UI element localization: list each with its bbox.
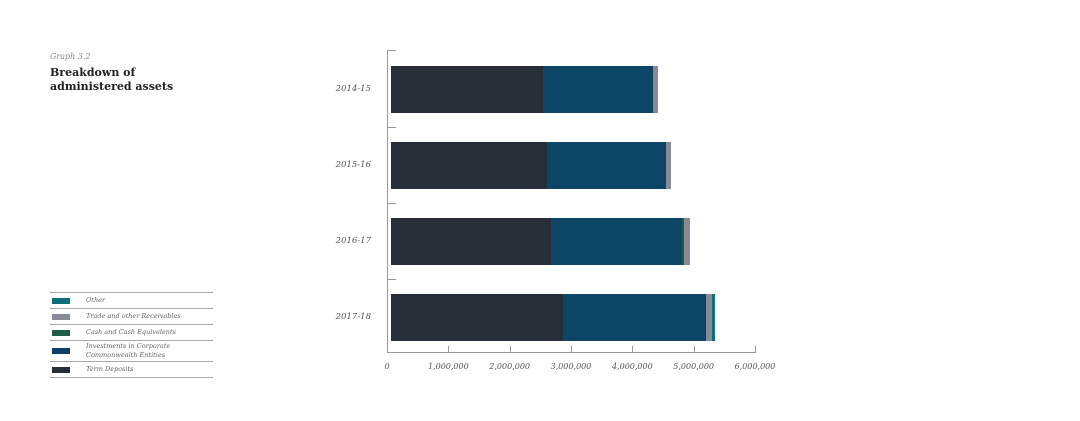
bar-segment (652, 66, 658, 113)
legend-swatch-icon (52, 297, 70, 304)
x-tick (448, 346, 450, 353)
legend-swatch-icon (52, 366, 70, 373)
bar-segment (682, 218, 685, 265)
bar-segment (391, 66, 544, 113)
x-tick-label: 5,000,000 (673, 362, 715, 371)
x-tick (571, 346, 572, 353)
stacked-bar (391, 218, 691, 265)
bar-segment (563, 294, 707, 341)
y-category-separator (387, 279, 396, 280)
legend-item: Term Deposits (50, 361, 213, 378)
legend-label: Trade and other Receivables (86, 312, 181, 320)
bar-segment (391, 218, 552, 265)
bar-segment (391, 294, 564, 341)
bar-segment (712, 294, 716, 341)
x-tick (755, 346, 756, 353)
legend-item: Investments in Corporate Commonwealth En… (50, 340, 213, 361)
x-tick-label: 3,000,000 (550, 362, 592, 371)
x-tick (509, 346, 511, 353)
y-axis (387, 50, 388, 353)
legend-label: Cash and Cash Equivalents (86, 328, 176, 336)
legend-swatch-icon (52, 329, 70, 336)
bar-segment (665, 142, 671, 189)
legend-label: Other (86, 296, 106, 304)
legend-item: Other (50, 292, 213, 308)
x-tick-label: 2,000,000 (489, 362, 531, 371)
y-category-label: 2017-18 (335, 312, 371, 322)
y-category-label: 2016-17 (335, 236, 371, 246)
y-category-separator (387, 127, 396, 128)
stacked-bar (391, 66, 658, 113)
legend: Other Trade and other Receivables Cash and… (50, 292, 213, 378)
legend-swatch-icon (52, 313, 70, 320)
y-category-label: 2015-16 (335, 160, 371, 170)
y-axis-top-tick (387, 50, 396, 51)
x-tick (632, 346, 634, 353)
bar-segment (543, 66, 653, 113)
legend-label: Investments in Corporate Commonwealth En… (86, 342, 171, 359)
x-tick-label: 0 (384, 362, 390, 371)
x-tick (693, 346, 695, 353)
y-category-separator (387, 203, 396, 204)
chart-title: Breakdown of administered assets (50, 66, 174, 93)
stacked-bar (391, 142, 671, 189)
x-tick-label: 1,000,000 (427, 362, 469, 371)
stacked-bar (391, 294, 716, 341)
y-category-label: 2014-15 (335, 84, 371, 94)
bar-segment (391, 142, 547, 189)
legend-item: Cash and Cash Equivalents (50, 324, 213, 340)
graph-caption: Graph 3.2 (50, 52, 91, 61)
bar-segment (551, 218, 683, 265)
legend-item: Trade and other Receivables (50, 308, 213, 324)
bar-segment (706, 294, 713, 341)
bar-segment (684, 218, 691, 265)
legend-label: Term Deposits (86, 365, 134, 373)
plot-area: 0 1,000,000 2,000,000 3,000,000 4,000,000 5,0… (336, 50, 775, 371)
x-tick-label: 4,000,000 (611, 362, 653, 371)
legend-swatch-icon (52, 348, 70, 354)
bar-segment (546, 142, 666, 189)
x-tick-label: 6,000,000 (734, 362, 776, 371)
